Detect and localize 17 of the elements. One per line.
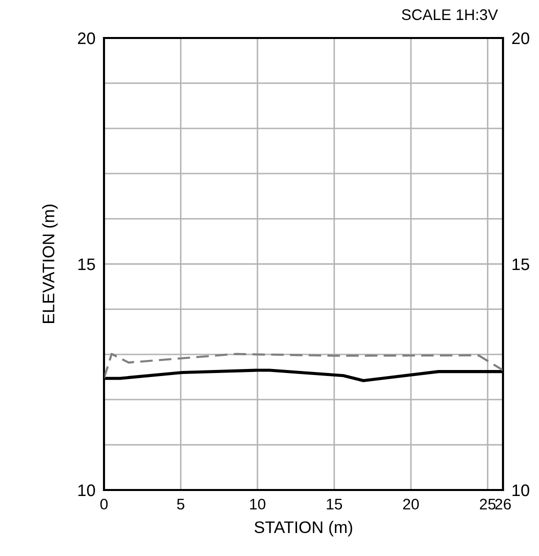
y-tick-label: 20 bbox=[78, 32, 96, 44]
x-tick-label: 0 bbox=[100, 498, 108, 510]
y2-tick-label: 15 bbox=[512, 258, 530, 270]
y-tick-label: 10 bbox=[78, 484, 96, 496]
y-tick-label: 15 bbox=[78, 258, 95, 270]
y-axis-title: ELEVATION (m) bbox=[42, 204, 58, 323]
text: SCALE 1H:3V bbox=[402, 9, 498, 20]
y2-tick-label: 20 bbox=[512, 32, 530, 44]
y2-tick-label: 10 bbox=[512, 484, 530, 496]
x-tick-label: 20 bbox=[403, 498, 419, 510]
x-tick-label: 25 bbox=[480, 498, 496, 510]
x-tick-label: 10 bbox=[250, 498, 266, 510]
x-tick-label: 15 bbox=[326, 498, 342, 510]
x-tick-label: 26 bbox=[495, 498, 511, 510]
x-axis-title: STATION (m) bbox=[254, 520, 352, 536]
x-tick-label: 5 bbox=[177, 498, 184, 510]
line-series bbox=[104, 352, 503, 380]
